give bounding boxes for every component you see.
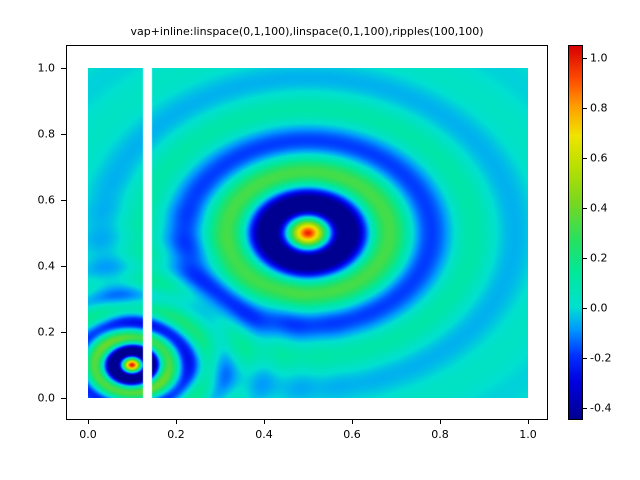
x-tick-mark — [176, 420, 177, 424]
x-tick-label: 0.2 — [167, 428, 185, 441]
colorbar-canvas — [569, 46, 582, 419]
y-tick-label: 0.6 — [37, 193, 56, 207]
colorbar-tick-mark — [583, 157, 587, 159]
heatmap-canvas — [88, 68, 528, 398]
x-tick-mark — [528, 420, 529, 424]
colorbar-tick-mark — [583, 207, 587, 209]
x-tick-label: 1.0 — [519, 428, 537, 441]
chart-title: vap+inline:linspace(0,1,100),linspace(0,… — [130, 25, 484, 38]
colorbar-tick-label: 0.0 — [590, 301, 608, 314]
colorbar-tick-label: 0.2 — [590, 251, 608, 264]
colorbar-tick-mark — [583, 307, 587, 309]
colorbar-tick-mark — [583, 357, 587, 359]
y-tick-label: 0.0 — [37, 391, 56, 405]
x-tick-mark — [440, 420, 441, 424]
colorbar-tick-label: -0.2 — [590, 351, 612, 364]
colorbar-frame — [568, 45, 583, 420]
colorbar-tick-mark — [583, 407, 587, 409]
x-tick-label: 0.0 — [79, 428, 97, 441]
colorbar-tick-label: 1.0 — [590, 51, 608, 64]
x-tick-mark — [88, 420, 89, 424]
x-tick-label: 0.4 — [255, 428, 273, 441]
y-tick-label: 0.2 — [37, 325, 56, 339]
colorbar-tick-label: -0.4 — [590, 401, 612, 414]
colorbar-tick-label: 0.6 — [590, 151, 608, 164]
y-tick-label: 0.4 — [37, 259, 56, 273]
y-tick-label: 0.8 — [37, 127, 56, 141]
x-tick-label: 0.6 — [343, 428, 361, 441]
colorbar-tick-mark — [583, 57, 587, 59]
y-tick-label: 1.0 — [37, 61, 56, 75]
x-tick-mark — [352, 420, 353, 424]
x-tick-mark — [264, 420, 265, 424]
colorbar-tick-label: 0.4 — [590, 201, 608, 214]
x-tick-label: 0.8 — [431, 428, 449, 441]
colorbar-tick-mark — [583, 107, 587, 109]
colorbar-tick-mark — [583, 257, 587, 259]
colorbar-tick-label: 0.8 — [590, 101, 608, 114]
